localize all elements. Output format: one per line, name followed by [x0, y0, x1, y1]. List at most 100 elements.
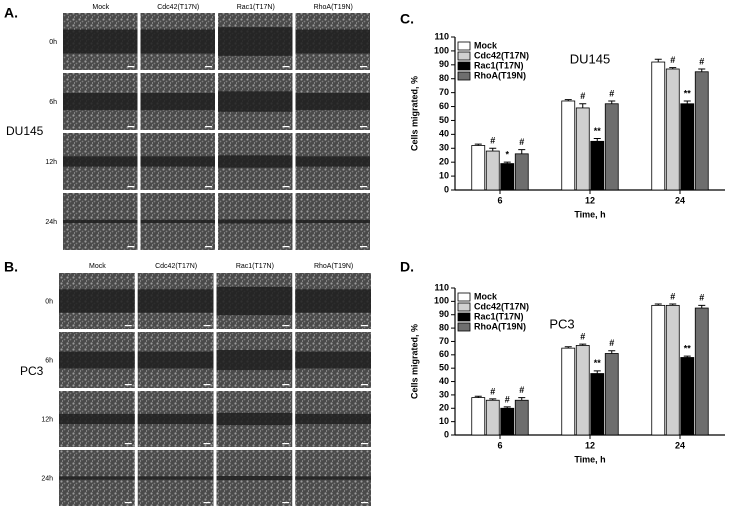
row-label: 6h	[49, 99, 57, 106]
bar	[561, 347, 576, 436]
y-tick-label: 10	[439, 416, 449, 426]
scale-bar	[127, 246, 135, 248]
significance-mark: **	[684, 88, 692, 98]
wound-gap	[218, 27, 293, 56]
wound-gap	[295, 413, 371, 425]
scale-bar	[127, 66, 135, 68]
column-label: RhoA(T19N)	[314, 263, 353, 270]
legend-swatch	[457, 302, 471, 312]
wound-gap	[216, 412, 293, 426]
wound-gap	[295, 29, 370, 54]
bar	[500, 407, 515, 436]
wound-gap	[216, 286, 293, 316]
significance-mark: #	[519, 385, 524, 395]
wound-gap	[216, 475, 293, 481]
scale-bar	[282, 246, 290, 248]
y-tick-label: 30	[439, 389, 449, 399]
y-tick-label: 70	[439, 336, 449, 346]
x-tick-label: 24	[675, 195, 685, 205]
y-tick-label: 80	[439, 322, 449, 332]
column-label: Rac1(T17N)	[236, 263, 274, 270]
y-axis-label: Cells migrated, %	[409, 76, 419, 151]
x-tick-label: 12	[585, 440, 595, 450]
y-tick-label: 110	[434, 282, 449, 292]
wound-gap	[137, 351, 214, 369]
scale-bar	[205, 126, 212, 128]
significance-mark: #	[490, 386, 495, 396]
error-bar	[608, 100, 616, 104]
significance-mark: #	[609, 338, 614, 348]
error-bar	[564, 346, 572, 349]
wound-gap	[295, 219, 370, 224]
row-label: 0h	[45, 298, 53, 305]
column-label: Mock	[89, 263, 106, 270]
scale-bar	[361, 502, 368, 504]
scale-bar	[203, 502, 211, 504]
scale-bar	[361, 384, 368, 386]
wound-gap	[140, 92, 215, 111]
bar	[694, 307, 709, 436]
significance-mark: **	[594, 126, 602, 136]
wound-gap	[216, 349, 293, 371]
y-tick-label: 20	[439, 403, 449, 413]
row-label: 0h	[49, 39, 57, 46]
scale-bar	[282, 325, 290, 327]
significance-mark: *	[505, 150, 509, 160]
wound-gap	[137, 413, 214, 425]
wound-gap	[295, 156, 370, 167]
panel-letter: A.	[4, 5, 18, 21]
error-bar	[608, 350, 616, 354]
y-tick-label: 110	[434, 31, 449, 41]
bar	[514, 399, 529, 436]
error-bar	[654, 303, 662, 306]
significance-mark: #	[580, 332, 585, 342]
bar	[471, 145, 486, 191]
scale-bar	[361, 325, 368, 327]
y-tick-label: 60	[439, 101, 449, 111]
x-tick-label: 12	[585, 195, 595, 205]
error-bar	[503, 161, 511, 164]
y-tick-label: 90	[439, 59, 449, 69]
y-axis-label: Cells migrated, %	[409, 324, 419, 399]
scale-bar	[127, 186, 135, 188]
legend-swatch	[457, 61, 471, 71]
scale-bar	[203, 384, 211, 386]
cell-line-label: PC3	[20, 364, 44, 378]
y-tick-label: 100	[434, 296, 449, 306]
significance-mark: #	[609, 88, 614, 98]
legend-label: Mock	[474, 291, 498, 301]
legend-label: Rac1(T17N)	[474, 311, 524, 321]
bar	[575, 345, 590, 436]
bar	[665, 68, 680, 191]
y-tick-label: 100	[434, 45, 449, 55]
error-bar	[698, 68, 706, 72]
bar	[485, 399, 500, 436]
y-tick-label: 40	[439, 376, 449, 386]
bar	[651, 304, 666, 436]
error-bar	[683, 355, 691, 358]
legend-label: Cdc42(T17N)	[474, 301, 529, 311]
bar	[500, 163, 515, 191]
wound-gap	[295, 92, 370, 111]
panel-letter: D.	[400, 259, 414, 275]
bar	[680, 357, 695, 436]
error-bar	[474, 143, 482, 146]
y-tick-label: 0	[444, 184, 449, 194]
scale-bar	[203, 443, 211, 445]
error-bar	[698, 304, 706, 309]
legend-swatch	[457, 41, 471, 51]
row-label: 24h	[41, 475, 53, 482]
y-tick-label: 70	[439, 87, 449, 97]
legend-label: RhoA(T19N)	[474, 70, 526, 80]
legend-label: Mock	[474, 40, 498, 50]
bar	[561, 100, 576, 191]
scale-bar	[124, 502, 132, 504]
error-bar	[579, 343, 587, 346]
legend-swatch	[457, 51, 471, 61]
column-label: Cdc42(T17N)	[157, 4, 199, 11]
error-bar	[503, 406, 511, 409]
error-bar	[654, 58, 662, 63]
bar	[680, 103, 695, 191]
cell-line-label: DU145	[6, 124, 44, 138]
bar	[590, 373, 605, 436]
